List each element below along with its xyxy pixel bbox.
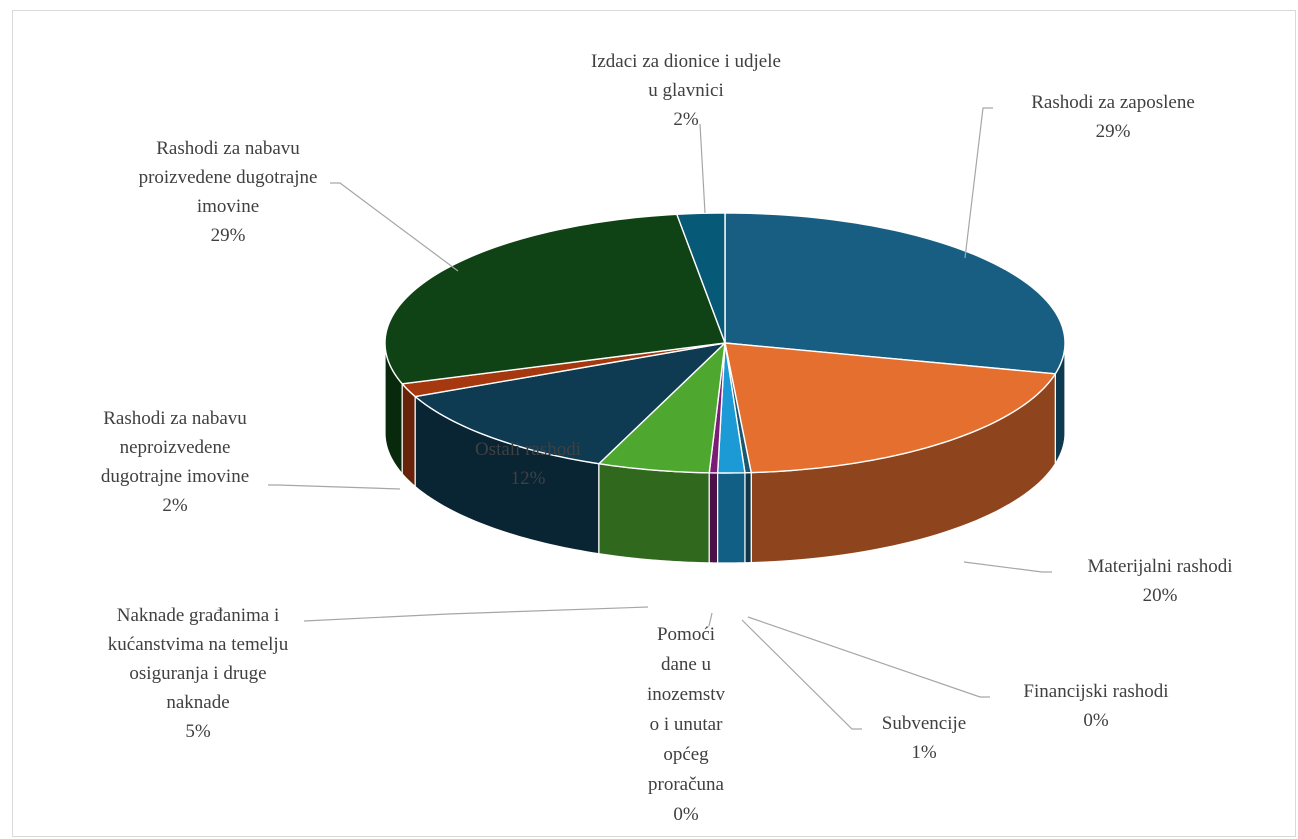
data-label-proizvedene-line-1: proizvedene dugotrajne — [139, 167, 318, 188]
pie-side-5 — [598, 463, 710, 564]
leader-line-financijski — [747, 616, 990, 698]
leader-line-proizvedene — [330, 182, 459, 272]
data-label-naknade-line-0: Naknade građanima i — [117, 605, 279, 626]
data-label-naknade-line-4: 5% — [185, 721, 211, 742]
pie-top — [384, 212, 1066, 474]
data-label-dionice-line-2: 2% — [673, 109, 699, 130]
pie-sides — [384, 342, 1066, 564]
data-label-pomoci-line-3: o i unutar — [650, 714, 723, 735]
data-label-materijalni-line-0: Materijalni rashodi — [1087, 556, 1232, 577]
data-label-proizvedene-line-2: imovine — [197, 196, 259, 217]
data-label-naknade-line-2: osiguranja i druge — [129, 663, 266, 684]
data-label-ostali: Ostali rashodi 12% — [475, 439, 581, 489]
pie-slice-5 — [598, 342, 726, 474]
pie-side-2 — [744, 471, 752, 564]
data-label-ostali-line-0: Ostali rashodi — [475, 439, 581, 460]
data-label-dionice: Izdaci za dionice i udjele u glavnici 2% — [591, 51, 781, 130]
data-label-zaposlene-line-1: 29% — [1096, 121, 1131, 142]
data-label-dionice-line-1: u glavnici — [648, 80, 723, 101]
data-label-naknade-line-3: naknade — [166, 692, 229, 713]
data-label-financijski-line-1: 0% — [1083, 710, 1109, 731]
pie-side-4 — [708, 472, 719, 564]
data-label-materijalni: Materijalni rashodi 20% — [1087, 556, 1232, 606]
leader-lines — [268, 107, 1052, 730]
pie-side-7 — [401, 382, 416, 488]
data-label-neproizvedene-line-0: Rashodi za nabavu — [103, 408, 247, 429]
data-label-naknade-line-1: kućanstvima na temelju — [108, 634, 289, 655]
pie-slice-1 — [724, 342, 1056, 474]
data-label-pomoci: Pomoći dane u inozemstv o i unutar općeg pror… — [647, 624, 726, 825]
data-label-pomoci-line-0: Pomoći — [657, 624, 715, 645]
pie-slice-9 — [676, 212, 726, 344]
pie-side-3 — [717, 472, 746, 564]
data-label-financijski: Financijski rashodi 0% — [1023, 681, 1168, 731]
data-label-neproizvedene-line-1: neproizvedene — [120, 437, 231, 458]
data-label-pomoci-line-4: općeg — [663, 744, 709, 765]
data-label-materijalni-line-1: 20% — [1143, 585, 1178, 606]
data-label-neproizvedene-line-2: dugotrajne imovine — [101, 466, 249, 487]
pie-slice-0 — [724, 212, 1066, 375]
leader-line-naknade — [303, 606, 649, 622]
leader-line-pomoci — [708, 612, 713, 627]
leader-line-dionice — [699, 123, 706, 214]
pie-slice-6 — [414, 342, 726, 465]
data-labels: Rashodi za zaposlene 29% Materijalni rasho… — [101, 51, 1233, 825]
data-label-financijski-line-0: Financijski rashodi — [1023, 681, 1168, 702]
leader-line-neproizvedene — [268, 484, 401, 490]
data-label-zaposlene: Rashodi za zaposlene 29% — [1031, 92, 1195, 142]
data-label-zaposlene-line-0: Rashodi za zaposlene — [1031, 92, 1195, 113]
data-label-pomoci-line-1: dane u — [661, 654, 712, 675]
data-label-subvencije-line-1: 1% — [911, 742, 937, 763]
pie-slice-8 — [384, 213, 726, 385]
data-label-dionice-line-0: Izdaci za dionice i udjele — [591, 51, 781, 72]
data-label-proizvedene: Rashodi za nabavu proizvedene dugotrajne i… — [139, 138, 318, 246]
data-label-proizvedene-line-3: 29% — [211, 225, 246, 246]
data-label-pomoci-line-5: proračuna — [648, 774, 725, 795]
data-label-pomoci-line-2: inozemstv — [647, 684, 726, 705]
data-label-neproizvedene-line-3: 2% — [162, 495, 188, 516]
data-label-ostali-line-1: 12% — [511, 468, 546, 489]
data-label-subvencije-line-0: Subvencije — [882, 713, 966, 734]
data-label-subvencije: Subvencije 1% — [882, 713, 966, 763]
data-label-naknade: Naknade građanima i kućanstvima na temelj… — [108, 605, 289, 742]
data-label-proizvedene-line-0: Rashodi za nabavu — [156, 138, 300, 159]
leader-line-materijalni — [963, 561, 1052, 573]
data-label-neproizvedene: Rashodi za nabavu neproizvedene dugotrajne… — [101, 408, 249, 516]
leader-line-subvencije — [741, 619, 862, 730]
data-label-pomoci-line-6: 0% — [673, 804, 699, 825]
leader-line-zaposlene — [964, 107, 993, 259]
